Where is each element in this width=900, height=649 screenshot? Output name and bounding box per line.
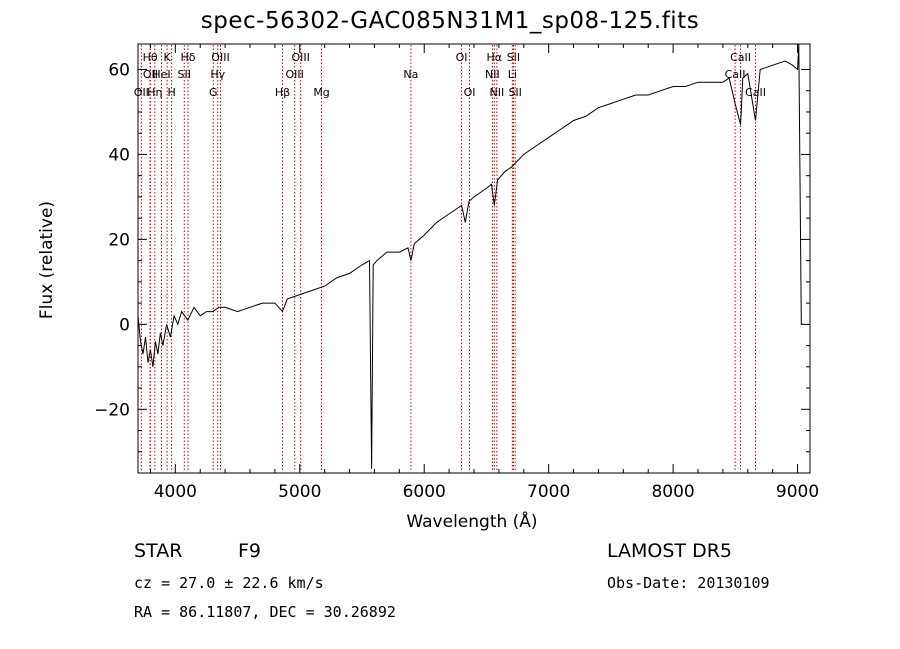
line-marker-label: Hα <box>487 51 503 64</box>
y-tick-label: 20 <box>108 230 130 250</box>
x-tick-label: 8000 <box>651 482 694 502</box>
line-marker-label: OIII <box>291 51 309 64</box>
y-tick-label: 0 <box>119 315 130 335</box>
line-marker-label: Li <box>508 68 517 81</box>
chart-title: spec-56302-GAC085N31M1_sp08-125.fits <box>200 8 700 34</box>
observation-date: Obs-Date: 20130109 <box>607 574 770 592</box>
line-marker-label: NII <box>485 68 500 81</box>
line-marker-label: K <box>164 51 172 64</box>
y-tick-label: 40 <box>108 145 130 165</box>
line-marker-label: SII <box>507 51 520 64</box>
line-marker-label: G <box>209 86 218 99</box>
line-marker-label: Hβ <box>275 86 290 99</box>
plot-frame <box>137 43 811 474</box>
line-marker-label: Hθ <box>143 51 158 64</box>
redshift-cz: cz = 27.0 ± 22.6 km/s <box>134 574 324 592</box>
line-marker-label: Hη <box>147 86 162 99</box>
line-marker-label: CaII <box>730 51 751 64</box>
line-marker-label: CaII <box>745 86 766 99</box>
sky-coordinates: RA = 86.11807, DEC = 30.26892 <box>134 603 396 621</box>
line-marker-label: OII <box>143 68 158 81</box>
line-marker-label: OI <box>464 86 476 99</box>
y-tick-label: 60 <box>108 60 130 80</box>
object-subclass: F9 <box>238 540 262 562</box>
axis-ticks: 4000 5000 6000 7000 8000 9000 −20 0 20 40 60 <box>94 44 819 502</box>
line-marker-label: Hδ <box>181 51 196 64</box>
line-marker-label: SII <box>508 86 521 99</box>
survey-release: LAMOST DR5 <box>607 540 732 562</box>
line-marker-label: CaII <box>725 68 746 81</box>
line-marker-label: OIII <box>211 51 229 64</box>
line-marker-label: NII <box>490 86 505 99</box>
line-marker-label: OII <box>134 86 149 99</box>
line-marker-label: HeI <box>152 68 170 81</box>
line-marker-label: Mg <box>313 86 329 99</box>
spectrum-line <box>137 43 803 469</box>
y-axis-label: Flux (relative) <box>37 200 57 320</box>
line-marker-label: OIII <box>285 68 303 81</box>
x-tick-label: 7000 <box>527 482 570 502</box>
x-tick-label: 6000 <box>403 482 446 502</box>
object-class: STAR <box>134 540 183 562</box>
x-tick-label: 5000 <box>278 482 321 502</box>
emission-line-markers <box>140 45 756 472</box>
line-marker-label: Hγ <box>210 68 225 81</box>
x-axis-label: Wavelength (Å) <box>406 512 538 532</box>
line-marker-label: OI <box>456 51 468 64</box>
line-marker-label: Na <box>403 68 418 81</box>
line-marker-label: SII <box>178 68 191 81</box>
x-tick-label: 4000 <box>154 482 197 502</box>
line-marker-label: H <box>167 86 175 99</box>
x-tick-label: 9000 <box>776 482 819 502</box>
y-tick-label: −20 <box>94 400 130 420</box>
